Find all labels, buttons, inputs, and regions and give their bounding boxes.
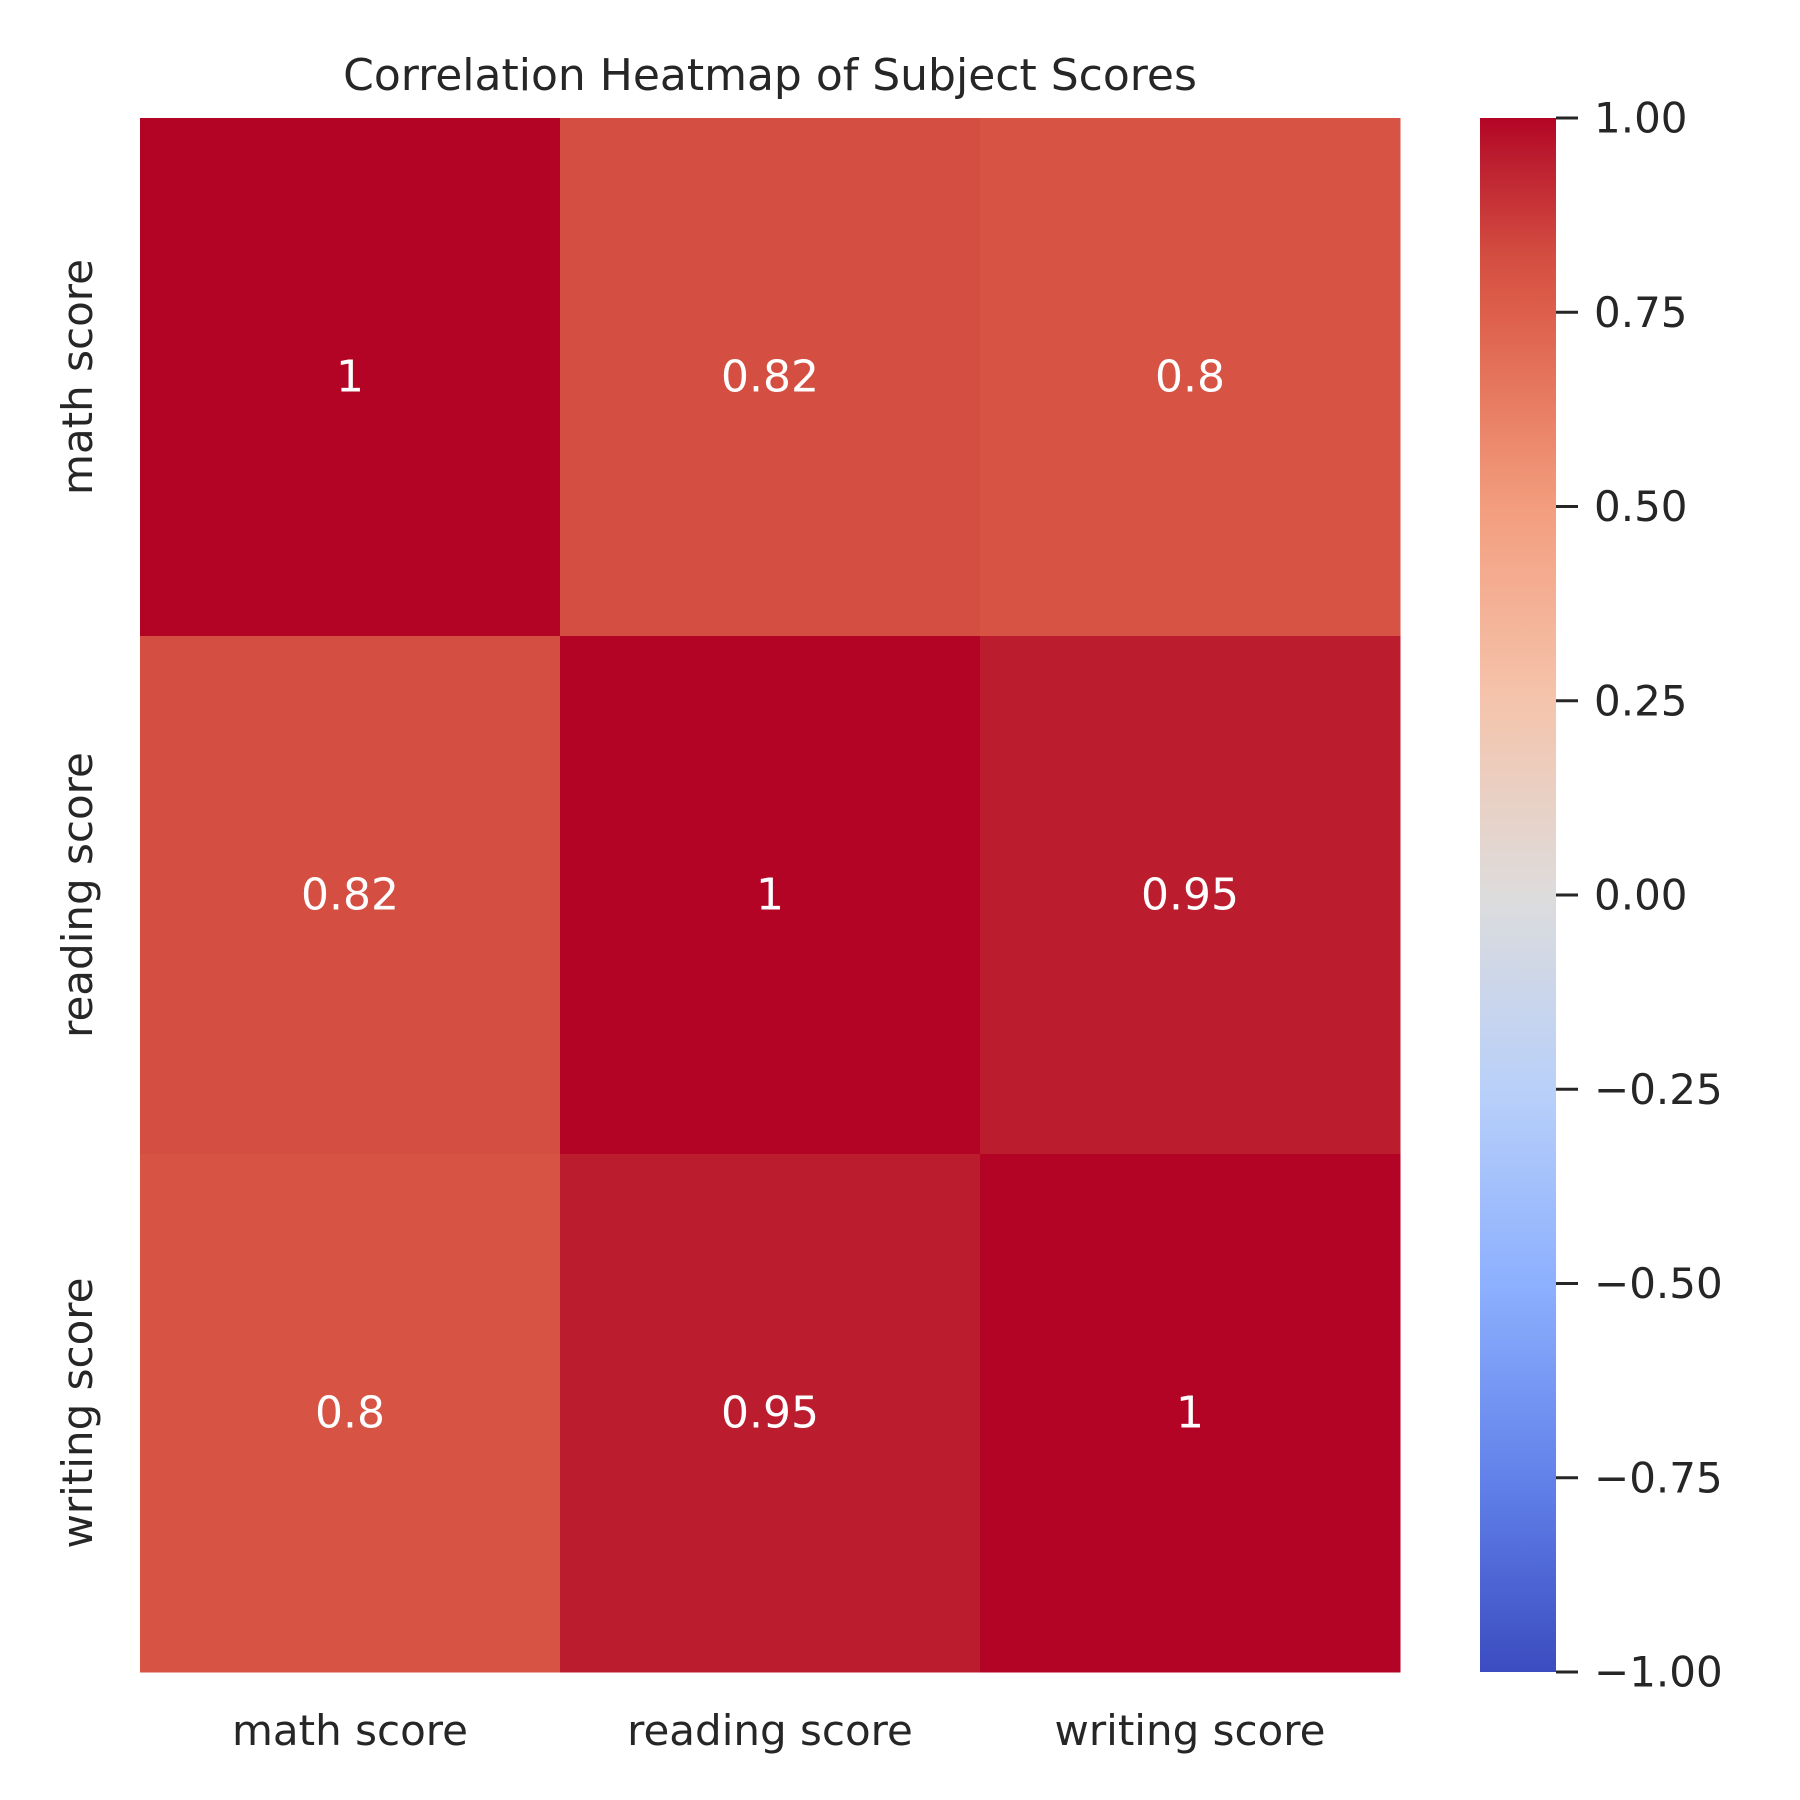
- colorbar-tick-label: −0.75: [1594, 1453, 1723, 1502]
- cell-annotation: 0.95: [721, 1388, 819, 1439]
- colorbar-tick-label: −1.00: [1594, 1648, 1723, 1697]
- y-tick-labels: math score reading score writing score: [53, 259, 102, 1548]
- colorbar-gradient: [1480, 118, 1556, 1672]
- cell-annotation: 1: [756, 870, 784, 921]
- heatmap-cell: [560, 118, 981, 637]
- cell-annotation: 0.8: [1155, 352, 1225, 403]
- heatmap-cell: [560, 636, 981, 1155]
- cell-annotation: 0.8: [315, 1388, 385, 1439]
- cell-annotations: 1 0.82 0.8 0.82 1 0.95 0.8 0.95 1: [301, 352, 1239, 1439]
- colorbar-tick-label: 0.00: [1594, 871, 1688, 920]
- colorbar-tick-label: 1.00: [1594, 94, 1688, 143]
- cell-annotation: 1: [1176, 1388, 1204, 1439]
- cell-annotation: 1: [336, 352, 364, 403]
- cell-annotation: 0.82: [301, 870, 399, 921]
- colorbar-tick-label: 0.75: [1594, 288, 1688, 337]
- heatmap-cell: [980, 118, 1401, 637]
- colorbar-tick-label: 0.25: [1594, 676, 1688, 725]
- x-tick-label: writing score: [1055, 1706, 1326, 1755]
- heatmap-cell: [140, 1154, 561, 1673]
- colorbar-ticks: 1.00 0.75 0.50 0.25 0.00 −0.25 −0.50 −0.75 −1.00: [1556, 94, 1723, 1697]
- y-tick-label: writing score: [53, 1278, 102, 1549]
- cell-annotation: 0.95: [1141, 870, 1239, 921]
- cell-annotation: 0.82: [721, 352, 819, 403]
- colorbar-tick-label: 0.50: [1594, 482, 1688, 531]
- y-tick-label: reading score: [53, 752, 102, 1038]
- chart-title: Correlation Heatmap of Subject Scores: [343, 50, 1197, 101]
- colorbar-tick-label: −0.25: [1594, 1065, 1723, 1114]
- heatmap-cell: [980, 636, 1401, 1155]
- heatmap-cell: [980, 1154, 1401, 1673]
- heatmap-cell: [140, 636, 561, 1155]
- heatmap-cells: [140, 118, 1401, 1673]
- x-tick-labels: math score reading score writing score: [232, 1706, 1325, 1755]
- colorbar-tick-label: −0.50: [1594, 1259, 1723, 1308]
- x-tick-label: reading score: [627, 1706, 913, 1755]
- x-tick-label: math score: [232, 1706, 468, 1755]
- heatmap-cell: [560, 1154, 981, 1673]
- y-tick-label: math score: [53, 259, 102, 495]
- colorbar: 1.00 0.75 0.50 0.25 0.00 −0.25 −0.50 −0.75 −1.00: [1480, 94, 1723, 1697]
- heatmap-cell: [140, 118, 561, 637]
